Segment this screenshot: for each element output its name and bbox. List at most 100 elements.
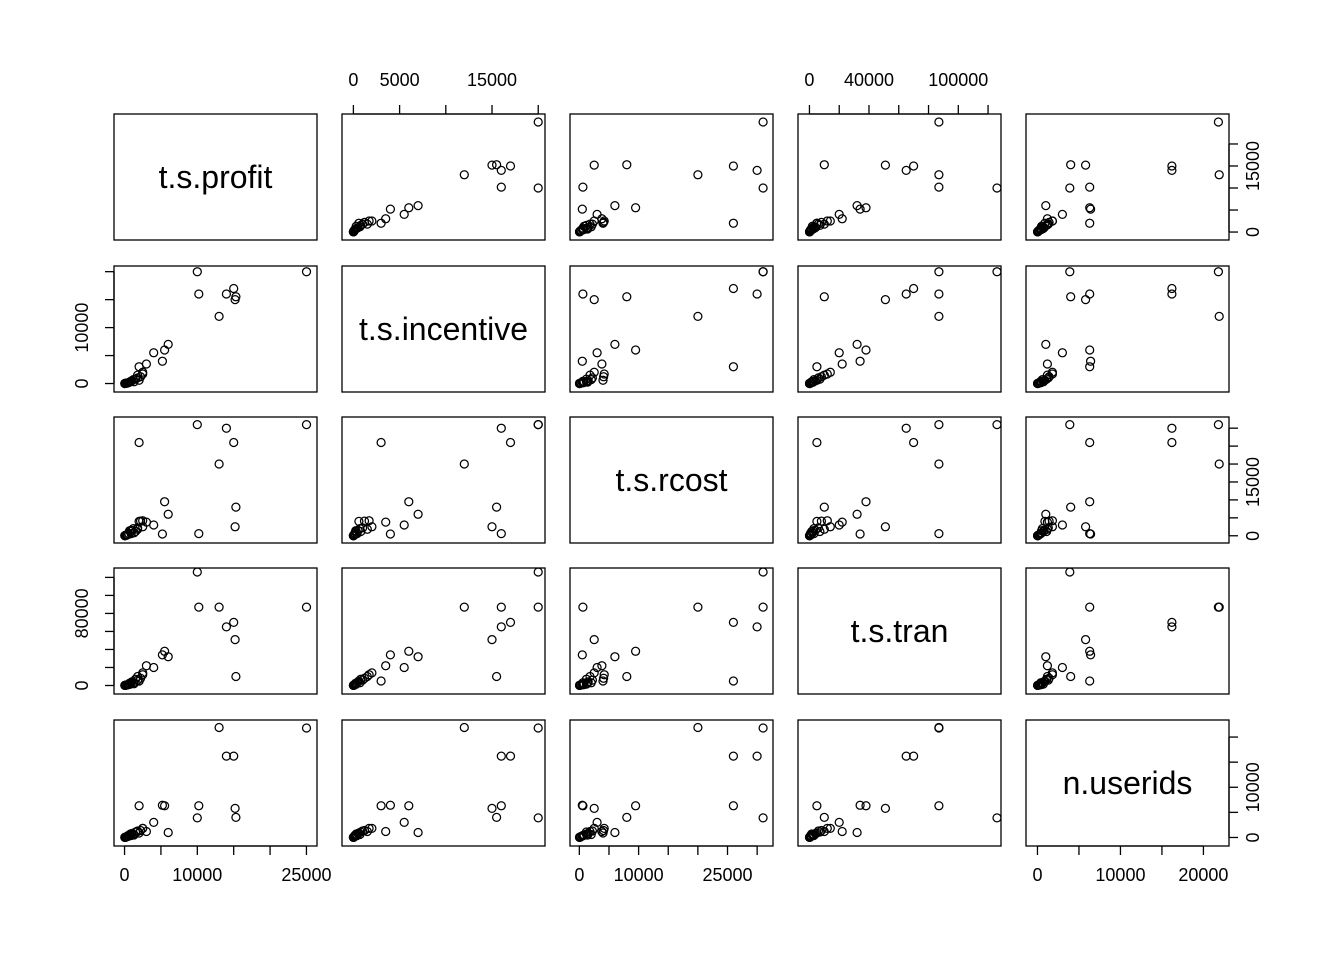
point-r3-c4-37 [1032,680,1043,691]
point-r4-c0-3 [214,722,224,733]
x-tick-label-1-2: 15000 [467,70,517,90]
y-tick-label-0-0: 0 [1243,227,1263,237]
point-r0-c3-16 [822,216,832,226]
point-r0-c1-6 [533,183,543,193]
point-r2-c3-15 [819,524,829,534]
point-r0-c4-7 [1085,182,1095,192]
point-r3-c1-8 [376,676,386,686]
point-r2-c1-10 [404,497,414,507]
point-r1-c3-6 [992,267,1002,277]
point-r4-c0-1 [221,751,232,761]
point-r1-c3-2 [908,283,919,294]
point-r0-c3-5 [819,160,829,170]
point-r0-c3-10 [861,203,871,213]
point-r3-c1-4 [487,634,497,645]
point-r2-c3-13 [837,517,847,527]
point-r1-c2-3 [693,311,703,322]
point-r0-c1-13 [381,214,391,224]
point-r1-c2-37 [574,378,585,389]
point-r4-c0-7 [194,801,204,811]
point-r4-c3-10 [861,801,871,811]
point-r2-c4-37 [1032,531,1043,541]
point-r3-c4-10 [1085,646,1095,656]
point-r0-c1-11 [413,200,423,211]
point-r1-c4-6 [1065,267,1075,277]
point-r0-c4-5 [1066,160,1076,170]
point-r3-c0-12 [157,650,168,660]
point-r3-c4-12 [1085,650,1096,660]
panel-r1-c2 [569,265,774,393]
point-r4-c2-4 [589,803,599,814]
point-r1-c2-2 [728,283,739,294]
point-r2-c4-17 [1044,516,1054,526]
point-r3-c2-12 [577,650,587,660]
point-r3-c1-9 [399,662,409,673]
point-r3-c4-7 [1085,602,1095,612]
point-r2-c3-4 [880,522,891,532]
point-r4-c1-4 [487,803,497,814]
point-r3-c0-4 [230,634,240,645]
point-r4-c3-11 [852,827,862,838]
point-r3-c0-5 [231,671,241,682]
point-r0-c1-2 [505,161,516,171]
point-r2-c1-2 [505,437,516,448]
point-r2-c3-16 [822,516,832,526]
point-r1-c2-5 [622,292,632,302]
point-r1-c0-0 [301,267,312,277]
point-r4-c3-13 [837,826,847,837]
point-r2-c1-19 [354,516,364,527]
point-r4-c1-9 [399,817,409,828]
diagonal-label-t.s.rcost: t.s.rcost [615,462,727,498]
point-r1-c0-37 [120,378,130,389]
point-r4-c1-7 [496,801,506,811]
point-r4-c0-19 [134,828,144,838]
point-r2-c3-12 [855,529,865,539]
point-r4-c0-2 [229,751,239,761]
panel-r1-c3 [797,265,1002,393]
point-r1-c4-37 [1032,378,1043,389]
point-r2-c0-19 [134,516,144,527]
point-r0-c1-4 [487,160,497,170]
point-r2-c3-6 [992,419,1002,430]
point-r1-c4-11 [1041,339,1051,350]
point-r0-c2-2 [728,161,739,171]
point-r2-c0-5 [231,502,241,512]
point-r3-c2-1 [752,622,762,632]
point-r2-c1-1 [496,423,506,433]
y-tick-label-1-0: 0 [72,378,92,388]
point-r3-c4-11 [1041,652,1051,662]
point-r3-c2-19 [598,676,608,686]
x-tick-label-1-0: 0 [348,70,358,90]
point-r1-c4-2 [1167,283,1177,294]
point-r2-c0-3 [214,459,224,469]
point-r4-c1-5 [491,812,502,823]
point-r4-c3-37 [804,832,815,843]
point-r2-c3-2 [908,437,919,448]
panel-r1-c0 [113,265,318,393]
point-r0-c4-11 [1041,200,1051,211]
point-r2-c0-11 [163,509,173,519]
point-r0-c4-3 [1214,170,1224,180]
point-r0-c2-12 [577,204,587,214]
point-r0-c4-9 [1057,209,1068,220]
point-r0-c1-10 [404,203,414,213]
point-r3-c1-3 [459,602,469,612]
point-r3-c4-3 [1214,602,1224,612]
point-r2-c1-17 [359,516,370,526]
point-r4-c3-7 [934,801,944,811]
point-r4-c3-2 [908,751,919,761]
point-r4-c0-0 [301,723,312,733]
point-r2-c4-5 [1066,502,1076,512]
panel-r0-c3 [797,113,1002,241]
point-r3-c4-13 [1042,661,1053,671]
diagonal-label-t.s.profit: t.s.profit [159,159,273,195]
point-r0-c2-1 [752,165,762,176]
point-r0-c2-8 [728,218,739,228]
point-r3-c0-7 [194,602,204,612]
point-r2-c3-9 [834,520,844,530]
point-r4-c2-1 [752,751,762,761]
point-r3-c4-6 [1065,567,1075,577]
panel-r3-c0 [113,567,318,695]
point-r3-c0-6 [192,567,202,577]
point-r1-c2-17 [598,372,609,382]
